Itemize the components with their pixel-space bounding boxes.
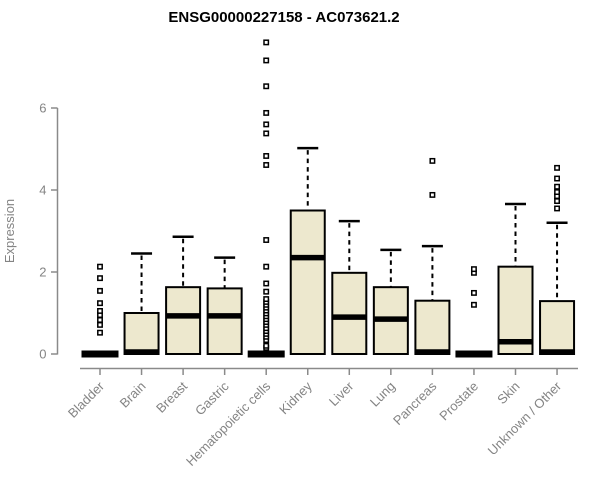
- outlier-point: [97, 329, 103, 336]
- box: [289, 209, 326, 355]
- outlier-point: [97, 300, 103, 307]
- outlier-point: [263, 296, 270, 303]
- y-axis-title: Expression: [2, 199, 17, 263]
- outlier-point: [263, 57, 270, 64]
- outlier-point: [263, 109, 270, 116]
- outlier-point: [263, 130, 270, 137]
- outlier-point: [97, 263, 103, 270]
- x-axis-label: Kidney: [276, 378, 315, 417]
- outlier-point: [429, 191, 436, 198]
- y-tick-label: 0: [39, 347, 46, 362]
- y-tick-label: 6: [39, 101, 46, 116]
- box: [123, 312, 160, 355]
- outlier-point: [263, 39, 270, 46]
- box-group: [455, 266, 493, 358]
- outlier-point: [97, 317, 103, 323]
- x-axis-label: Skin: [494, 379, 522, 407]
- box-group: [289, 146, 326, 355]
- outlier-point: [263, 263, 270, 270]
- outlier-point: [554, 164, 560, 171]
- outlier-point: [554, 189, 560, 196]
- x-axis-label: Breast: [153, 378, 190, 415]
- outlier-point: [263, 237, 270, 243]
- box-group: [497, 202, 534, 356]
- x-axis-label: Pancreas: [390, 378, 440, 428]
- y-tick-label: 4: [39, 183, 46, 198]
- box-group: [372, 248, 409, 356]
- box-group: [165, 235, 202, 356]
- x-axis-label: Unknown / Other: [485, 378, 565, 458]
- outlier-point: [97, 321, 103, 328]
- outlier-point: [471, 301, 477, 308]
- outlier-point: [429, 157, 436, 164]
- x-axis-label: Liver: [326, 378, 357, 409]
- outlier-point: [263, 153, 270, 159]
- outlier-point: [471, 289, 477, 296]
- box-group: [331, 219, 368, 356]
- box: [539, 300, 576, 355]
- x-axis-label: Gastric: [192, 378, 232, 418]
- outlier-point: [554, 198, 560, 205]
- box-group: [206, 256, 243, 355]
- box: [165, 286, 202, 356]
- outlier-point: [554, 175, 560, 182]
- outlier-point: [263, 83, 270, 90]
- box-group: [81, 263, 119, 358]
- box-group: [247, 39, 285, 358]
- outlier-point: [554, 183, 560, 190]
- outlier-point: [471, 266, 477, 273]
- x-axis-label: Lung: [367, 379, 398, 410]
- plot-area: [81, 39, 576, 358]
- chart-title: ENSG00000227158 - AC073621.2: [168, 9, 399, 26]
- x-axis-label: Bladder: [65, 378, 108, 421]
- outlier-point: [263, 162, 270, 168]
- box-group: [414, 157, 451, 356]
- box: [206, 287, 243, 355]
- x-axis-label: Prostate: [436, 379, 481, 424]
- outlier-point: [97, 275, 103, 282]
- y-tick-label: 2: [39, 265, 46, 280]
- box-group: [539, 164, 576, 355]
- outlier-point: [554, 205, 560, 212]
- box-group: [123, 252, 160, 355]
- outlier-point: [97, 287, 103, 294]
- outlier-point: [263, 280, 270, 287]
- box: [331, 271, 368, 356]
- outlier-point: [97, 308, 103, 314]
- outlier-point: [263, 121, 270, 128]
- outlier-point: [263, 288, 270, 295]
- x-axis-label: Brain: [117, 379, 149, 411]
- outlier-point: [263, 342, 270, 349]
- box: [414, 299, 451, 356]
